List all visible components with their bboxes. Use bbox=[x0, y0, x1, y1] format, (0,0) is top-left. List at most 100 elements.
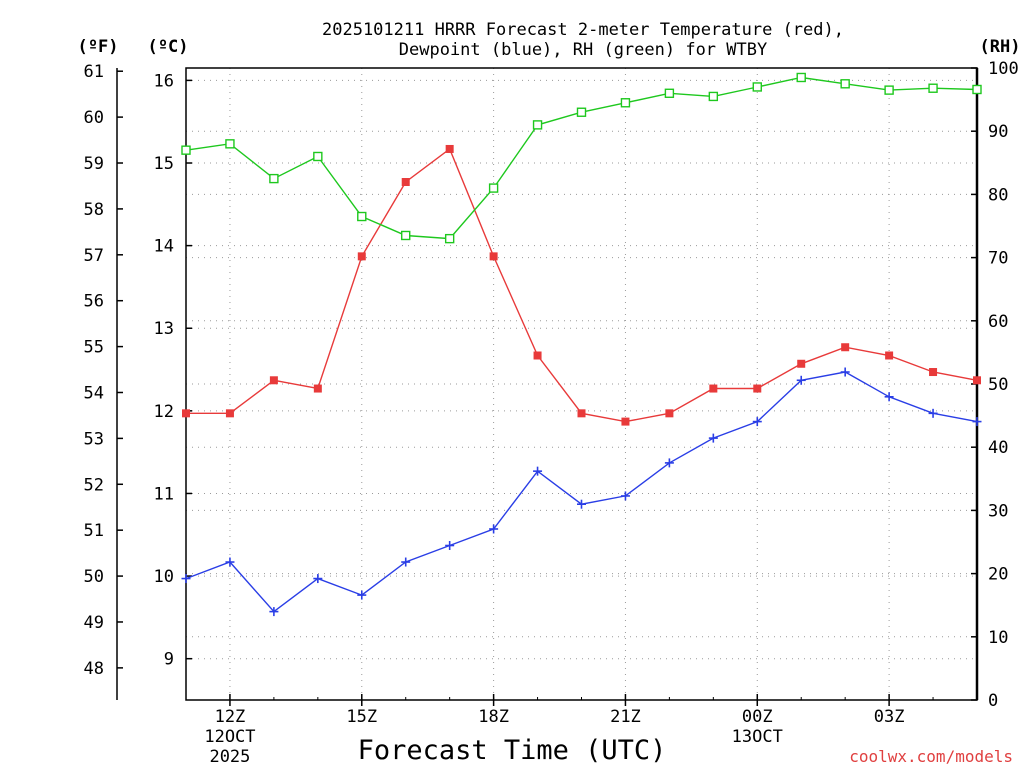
dewpoint-point bbox=[752, 417, 762, 427]
celsius-tick-label: 14 bbox=[154, 237, 174, 257]
dewpoint-point bbox=[269, 607, 279, 617]
dewpoint-point bbox=[533, 466, 543, 476]
rh-tick-label: 50 bbox=[988, 375, 1008, 395]
dewpoint-point bbox=[401, 557, 411, 567]
temperature-point bbox=[841, 343, 850, 352]
temperature-point bbox=[665, 409, 674, 418]
celsius-tick-label: 16 bbox=[154, 71, 174, 91]
x-tick-label: 15Z bbox=[346, 707, 377, 727]
rh-point bbox=[972, 84, 982, 95]
rh-tick-label: 30 bbox=[988, 501, 1008, 521]
rh-unit-label: (RH) bbox=[980, 37, 1021, 57]
dewpoint-point bbox=[313, 574, 323, 584]
dewpoint-point bbox=[708, 433, 718, 443]
dewpoint-point bbox=[357, 590, 367, 600]
temperature-point bbox=[357, 252, 366, 261]
rh-point bbox=[532, 120, 543, 130]
x-tick-year-label: 2025 bbox=[209, 747, 250, 767]
rh-tick-label: 80 bbox=[988, 185, 1008, 205]
rh-tick-label: 100 bbox=[988, 59, 1019, 79]
temperature-point bbox=[973, 376, 981, 385]
rh-tick-label: 20 bbox=[988, 565, 1008, 585]
temperature-point bbox=[489, 252, 498, 261]
rh-point bbox=[664, 88, 675, 98]
rh-point bbox=[225, 139, 235, 149]
dewpoint-point bbox=[489, 524, 499, 534]
celsius-tick-label: 9 bbox=[164, 650, 174, 670]
dewpoint-point bbox=[664, 458, 674, 468]
dewpoint-point bbox=[928, 408, 938, 418]
rh-point bbox=[444, 233, 455, 244]
celsius-tick-label: 12 bbox=[154, 402, 174, 422]
rh-point bbox=[928, 83, 938, 93]
rh-point bbox=[401, 230, 411, 241]
temperature-point bbox=[797, 359, 806, 368]
x-tick-date-label: 12OCT bbox=[204, 727, 255, 747]
rh-point bbox=[576, 107, 587, 117]
rh-point bbox=[313, 151, 323, 162]
title-line-2: Dewpoint (blue), RH (green) for WTBY bbox=[399, 40, 767, 60]
temperature-point bbox=[885, 351, 894, 360]
rh-point bbox=[708, 91, 719, 102]
temperature-point bbox=[533, 351, 542, 360]
rh-point bbox=[620, 98, 631, 108]
x-tick-label: 12Z bbox=[215, 707, 246, 727]
rh-point bbox=[884, 85, 894, 95]
temperature-point bbox=[313, 384, 322, 393]
rh-tick-label: 90 bbox=[988, 122, 1008, 142]
temperature-point bbox=[445, 144, 454, 153]
temperature-point bbox=[621, 417, 630, 426]
rh-point bbox=[840, 79, 850, 89]
fahrenheit-tick-label: 57 bbox=[84, 246, 104, 266]
celsius-tick-label: 10 bbox=[154, 567, 174, 587]
celsius-tick-label: 15 bbox=[154, 154, 174, 174]
rh-tick-label: 0 bbox=[988, 691, 998, 711]
axes: 48 49 50 51 52 53 54 55 56 57 58 59 60 61 9 10 11 12 13 14 1… bbox=[84, 59, 1019, 767]
temperature-point bbox=[182, 409, 190, 418]
dewpoint-point bbox=[577, 499, 586, 509]
x-tick-label: 18Z bbox=[478, 707, 509, 727]
fahrenheit-unit-label: (ºF) bbox=[78, 37, 119, 57]
rh-point bbox=[269, 173, 279, 184]
fahrenheit-tick-label: 54 bbox=[84, 383, 104, 403]
dewpoint-point bbox=[181, 574, 191, 584]
fahrenheit-tick-label: 61 bbox=[84, 62, 104, 82]
dewpoint-point bbox=[620, 491, 630, 501]
rh-point bbox=[752, 82, 762, 92]
x-tick-label: 00Z bbox=[742, 707, 773, 727]
rh-point bbox=[488, 183, 499, 193]
rh-series-line bbox=[185, 76, 978, 240]
celsius-tick-label: 13 bbox=[154, 319, 174, 339]
dewpoint-point bbox=[972, 417, 982, 427]
x-axis-label: Forecast Time (UTC) bbox=[358, 735, 667, 766]
temperature-point bbox=[269, 376, 278, 385]
credit-link[interactable]: coolwx.com/models bbox=[849, 747, 1013, 766]
dewpoint-point bbox=[445, 541, 455, 551]
temperature-point bbox=[225, 409, 234, 418]
fahrenheit-tick-label: 53 bbox=[84, 429, 104, 449]
title-line-1: 2025101211 HRRR Forecast 2-meter Tempera… bbox=[322, 20, 844, 40]
rh-tick-label: 60 bbox=[988, 312, 1008, 332]
fahrenheit-tick-label: 58 bbox=[84, 200, 104, 220]
x-tick-label: 21Z bbox=[610, 707, 641, 727]
dewpoint-point bbox=[884, 392, 894, 402]
fahrenheit-tick-label: 56 bbox=[84, 292, 104, 312]
celsius-tick-label: 11 bbox=[154, 484, 174, 504]
temperature-point bbox=[577, 409, 586, 418]
celsius-unit-label: (ºC) bbox=[148, 37, 189, 57]
fahrenheit-tick-label: 48 bbox=[84, 659, 104, 679]
temperature-series-line bbox=[186, 147, 978, 423]
fahrenheit-tick-label: 49 bbox=[84, 613, 104, 633]
rh-tick-label: 10 bbox=[988, 628, 1008, 648]
rh-tick-label: 70 bbox=[988, 249, 1008, 269]
x-tick-label: 03Z bbox=[874, 707, 905, 727]
dewpoint-point bbox=[840, 367, 850, 377]
rh-tick-label: 40 bbox=[988, 438, 1008, 458]
fahrenheit-tick-label: 59 bbox=[84, 154, 104, 174]
temperature-point bbox=[709, 384, 718, 393]
dewpoint-point bbox=[796, 375, 806, 385]
fahrenheit-tick-label: 52 bbox=[84, 475, 104, 495]
fahrenheit-tick-label: 55 bbox=[84, 338, 104, 358]
title: 2025101211 HRRR Forecast 2-meter Tempera… bbox=[322, 20, 844, 60]
